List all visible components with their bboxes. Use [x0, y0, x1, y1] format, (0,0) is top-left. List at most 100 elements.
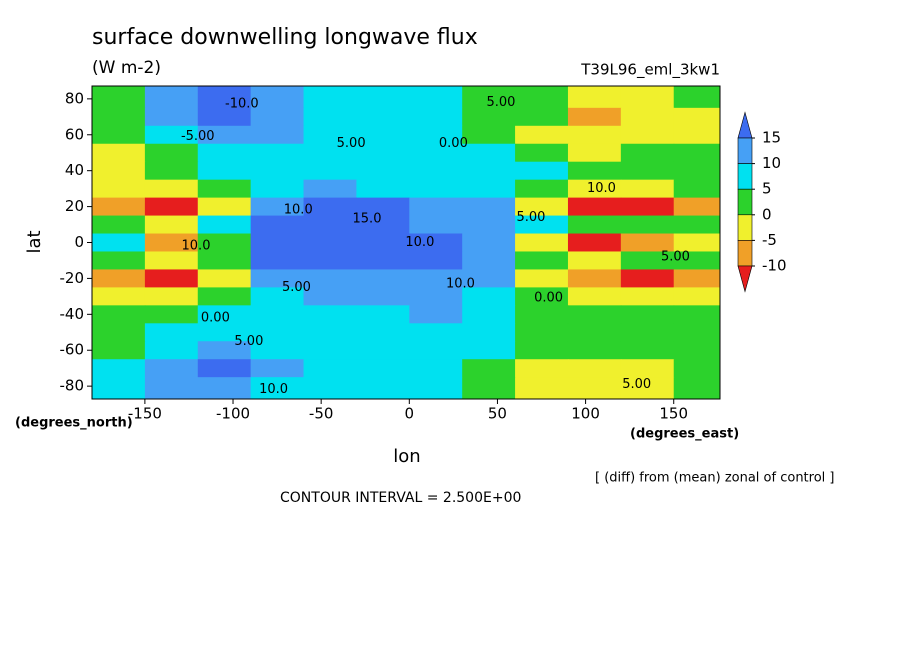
field-cell [197, 215, 252, 235]
field-cell [567, 86, 622, 109]
field-cell [197, 161, 252, 181]
colorbar-label: -5 [762, 231, 777, 249]
field-cell [409, 107, 463, 127]
field-cell [250, 143, 305, 163]
field-cell [620, 323, 675, 342]
field-cell [462, 233, 516, 252]
field-cell [303, 377, 357, 399]
field-cell [303, 215, 357, 235]
field-cell [673, 125, 720, 145]
field-cell [673, 233, 720, 252]
field-cell [567, 341, 622, 360]
field-cell [356, 251, 410, 270]
field-cell [620, 179, 675, 199]
field-cell [144, 359, 199, 378]
field-cell [462, 179, 516, 199]
field-cell [462, 86, 516, 109]
field-cell [673, 86, 720, 109]
field-cell [92, 197, 146, 217]
field-cell [303, 86, 357, 109]
contour-label: 10.0 [259, 382, 288, 397]
colorbar-label: 0 [762, 205, 772, 223]
field-cell [92, 305, 146, 324]
field-cell [303, 341, 357, 360]
field-cell [197, 179, 252, 199]
field-cell [92, 323, 146, 342]
field-cell [515, 215, 569, 235]
field-cell [409, 233, 463, 252]
field-cell [197, 359, 252, 378]
colorbar-box [737, 240, 753, 267]
colorbar-box [737, 214, 753, 241]
x-tick-label: -150 [128, 405, 162, 423]
field-cell [673, 341, 720, 360]
field-cell [462, 359, 516, 378]
note: [ (diff) from (mean) zonal of control ] [595, 471, 834, 486]
run-label: T39L96_eml_3kw1 [580, 61, 720, 80]
field-cell [409, 269, 463, 288]
field-cell [144, 197, 199, 217]
field-cell [250, 179, 305, 199]
contour-label: 5.00 [516, 210, 545, 225]
field-cell [92, 341, 146, 360]
field-cell [92, 377, 146, 399]
field-cell [197, 125, 252, 145]
field-cell [673, 323, 720, 342]
field-cell [144, 125, 199, 145]
field-cell [462, 215, 516, 235]
field-cell [567, 179, 622, 199]
field-cell [515, 323, 569, 342]
field-cell [620, 269, 675, 288]
field-cell [620, 215, 675, 235]
field-cell [303, 359, 357, 378]
x-tick-label: -100 [216, 405, 250, 423]
field-cell [303, 143, 357, 163]
field-cell [92, 359, 146, 378]
field-cell [673, 179, 720, 199]
field-cell [567, 323, 622, 342]
field-cell [620, 251, 675, 270]
field-cell [620, 287, 675, 306]
field-cell [673, 215, 720, 235]
field-cell [620, 305, 675, 324]
field-cell [303, 179, 357, 199]
contour-label: 5.00 [234, 334, 263, 349]
field-cell [567, 305, 622, 324]
field-cell [144, 251, 199, 270]
field-cell [303, 125, 357, 145]
y-tick-label: 0 [74, 233, 84, 251]
field-cell [250, 305, 305, 324]
field-cell [567, 161, 622, 181]
field-cell [356, 287, 410, 306]
field-cell [356, 359, 410, 378]
field-cell [356, 377, 410, 399]
field-cell [197, 305, 252, 324]
field-cell [144, 233, 199, 252]
field-cell [515, 359, 569, 378]
field-cell [356, 161, 410, 181]
field-cell [303, 287, 357, 306]
field-cell [515, 251, 569, 270]
x-tick-label: 0 [405, 405, 415, 423]
field-cell [356, 179, 410, 199]
field-cell [567, 377, 622, 399]
field-cell [197, 107, 252, 127]
field-cell [92, 233, 146, 252]
x-tick-label: 50 [488, 405, 507, 423]
field-cell [673, 197, 720, 217]
field-cell [567, 233, 622, 252]
y-axis-label: lat [24, 230, 45, 253]
colorbar-box [737, 137, 753, 164]
field-cell [144, 341, 199, 360]
field-cell [515, 377, 569, 399]
field-cell [567, 251, 622, 270]
field-cell [250, 86, 305, 109]
field-cell [356, 269, 410, 288]
field-cell [92, 287, 146, 306]
field-cell [515, 305, 569, 324]
field-cell [515, 86, 569, 109]
field-cell [144, 215, 199, 235]
field-cell [515, 269, 569, 288]
field-cell [409, 197, 463, 217]
field-cell [620, 197, 675, 217]
